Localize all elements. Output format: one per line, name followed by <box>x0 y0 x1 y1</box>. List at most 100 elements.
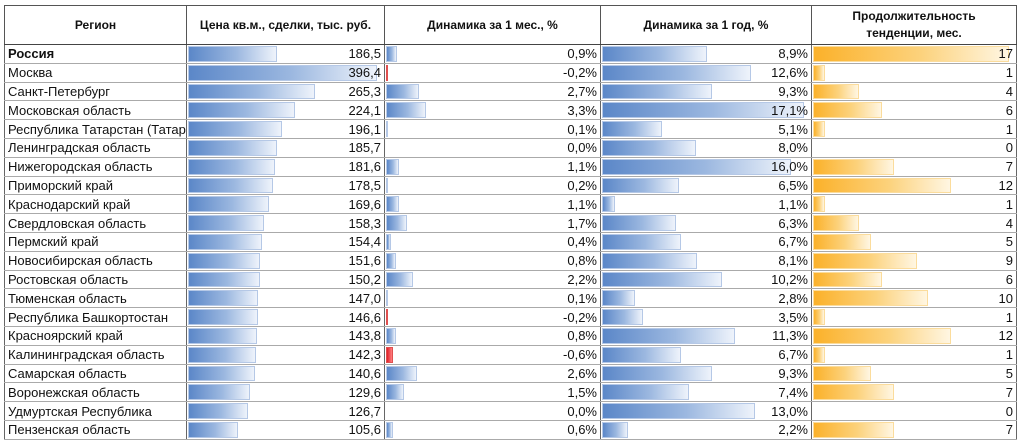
table-row: Воронежская область 129,6 1,5% 7,4% 7 <box>4 382 1017 403</box>
table-row: Удмуртская Республика 126,7 0,0% 13,0% 0 <box>4 401 1017 421</box>
year-change-cell: 8,9% <box>600 44 812 64</box>
year-change-data-bar <box>602 346 681 363</box>
price-cell: 185,7 <box>186 137 385 158</box>
month-change-data-bar <box>386 290 389 307</box>
month-change-value: 2,6% <box>567 365 597 381</box>
price-cell: 265,3 <box>186 81 385 102</box>
month-change-data-bar <box>386 64 389 81</box>
table-row: Тюменская область 147,0 0,1% 2,8% 10 <box>4 288 1017 309</box>
month-change-data-bar <box>386 83 419 100</box>
trend-duration-value: 1 <box>1005 196 1013 212</box>
table-row: Санкт-Петербург 265,3 2,7% 9,3% 4 <box>4 81 1017 102</box>
year-change-cell: 6,7% <box>600 344 812 365</box>
price-data-bar <box>188 102 295 119</box>
trend-duration-cell: 1 <box>811 344 1017 365</box>
trend-duration-data-bar <box>813 121 825 137</box>
year-change-data-bar <box>602 327 736 344</box>
trend-duration-cell: 6 <box>811 269 1017 290</box>
month-change-value: 0,9% <box>567 46 597 62</box>
month-change-value: 0,2% <box>567 177 597 193</box>
price-value: 147,0 <box>348 290 381 306</box>
price-data-bar <box>188 177 274 194</box>
year-change-value: 3,5% <box>778 309 808 325</box>
region-cell: Москва <box>4 62 187 83</box>
table-row: Пермский край 154,4 0,4% 6,7% 5 <box>4 231 1017 252</box>
table-row: Ростовская область 150,2 2,2% 10,2% 6 <box>4 269 1017 290</box>
year-change-cell: 9,3% <box>600 81 812 102</box>
trend-duration-value: 6 <box>1005 102 1013 118</box>
price-value: 186,5 <box>348 46 381 62</box>
year-change-data-bar <box>602 139 697 156</box>
trend-duration-value: 4 <box>1005 215 1013 231</box>
month-change-value: 1,1% <box>567 159 597 175</box>
price-value: 181,6 <box>348 159 381 175</box>
region-cell: Красноярский край <box>4 325 187 346</box>
price-cell: 169,6 <box>186 194 385 215</box>
price-value: 196,1 <box>348 121 381 137</box>
month-change-cell: 0,1% <box>384 119 601 139</box>
year-change-cell: 11,3% <box>600 325 812 346</box>
trend-duration-data-bar <box>813 177 952 194</box>
trend-duration-data-bar <box>813 421 894 438</box>
table-row: Новосибирская область 151,6 0,8% 8,1% 9 <box>4 250 1017 271</box>
price-cell: 105,6 <box>186 419 385 440</box>
header-trend-duration: Продолжительность тенденции, мес. <box>811 5 1017 45</box>
price-cell: 224,1 <box>186 100 385 121</box>
month-change-cell: 0,2% <box>384 175 601 196</box>
month-change-data-bar <box>386 252 396 269</box>
region-cell: Тюменская область <box>4 288 187 309</box>
year-change-data-bar <box>602 271 723 288</box>
trend-duration-cell: 5 <box>811 363 1017 384</box>
month-change-value: 2,7% <box>567 83 597 99</box>
month-change-cell: 1,7% <box>384 213 601 233</box>
price-value: 146,6 <box>348 309 381 325</box>
month-change-value: 0,6% <box>567 422 597 438</box>
price-value: 143,8 <box>348 328 381 344</box>
year-change-data-bar <box>602 196 615 213</box>
trend-duration-cell: 1 <box>811 119 1017 139</box>
price-data-bar <box>188 158 275 175</box>
month-change-data-bar <box>386 365 418 382</box>
price-cell: 158,3 <box>186 213 385 233</box>
year-change-value: 8,0% <box>778 140 808 156</box>
month-change-cell: 0,6% <box>384 419 601 440</box>
year-change-value: 5,1% <box>778 121 808 137</box>
region-cell: Краснодарский край <box>4 194 187 215</box>
table-row: Краснодарский край 169,6 1,1% 1,1% 1 <box>4 194 1017 215</box>
month-change-value: 0,1% <box>567 290 597 306</box>
trend-duration-cell: 6 <box>811 100 1017 121</box>
trend-duration-value: 4 <box>1005 83 1013 99</box>
table-row: Самарская область 140,6 2,6% 9,3% 5 <box>4 363 1017 384</box>
trend-duration-value: 7 <box>1005 159 1013 175</box>
price-value: 185,7 <box>348 140 381 156</box>
trend-duration-data-bar <box>813 290 929 307</box>
price-data-bar <box>188 346 256 363</box>
header-year-change: Динамика за 1 год, % <box>600 5 812 45</box>
month-change-data-bar <box>386 215 407 231</box>
price-value: 265,3 <box>348 83 381 99</box>
month-change-data-bar <box>386 158 400 175</box>
table-row: Ленинградская область 185,7 0,0% 8,0% 0 <box>4 137 1017 158</box>
region-cell: Свердловская область <box>4 213 187 233</box>
year-change-value: 11,3% <box>772 328 808 344</box>
month-change-value: 0,4% <box>567 234 597 250</box>
month-change-cell: 0,1% <box>384 288 601 309</box>
trend-duration-cell: 5 <box>811 231 1017 252</box>
year-change-data-bar <box>602 309 644 325</box>
price-cell: 181,6 <box>186 156 385 177</box>
table-row: Республика Башкортостан 146,6 -0,2% 3,5% 1 <box>4 307 1017 327</box>
month-change-value: 0,8% <box>567 253 597 269</box>
trend-duration-value: 10 <box>998 290 1013 306</box>
year-change-value: 1,1% <box>778 196 808 212</box>
month-change-cell: 0,4% <box>384 231 601 252</box>
region-cell: Московская область <box>4 100 187 121</box>
trend-duration-data-bar <box>813 384 894 401</box>
year-change-value: 7,4% <box>778 384 808 400</box>
year-change-value: 6,5% <box>778 177 808 193</box>
trend-duration-value: 12 <box>998 177 1013 193</box>
year-change-cell: 17,1% <box>600 100 812 121</box>
year-change-cell: 9,3% <box>600 363 812 384</box>
price-data-bar <box>188 271 260 288</box>
month-change-data-bar <box>386 346 394 363</box>
region-cell: Республика Татарстан (Татар <box>4 119 187 139</box>
